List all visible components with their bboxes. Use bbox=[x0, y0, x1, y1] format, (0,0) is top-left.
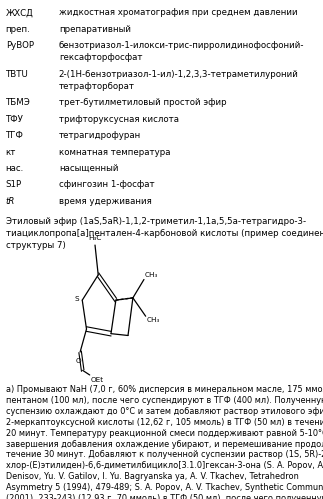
Text: нас.: нас. bbox=[5, 164, 24, 173]
Text: преп.: преп. bbox=[5, 24, 30, 33]
Text: хлор-(Е)этилиден)-6,6-диметилбицикло[3.1.0]гексан-3-она (S. A. Popov, A. Yu.: хлор-(Е)этилиден)-6,6-диметилбицикло[3.1… bbox=[5, 462, 323, 471]
Text: тиациклопропа[а]пентален-4-карбоновой кислоты (пример соединения: тиациклопропа[а]пентален-4-карбоновой ки… bbox=[5, 229, 323, 238]
Text: а) Промывают NaH (7,0 г, 60% дисперсия в минеральном масле, 175 ммоль): а) Промывают NaH (7,0 г, 60% дисперсия в… bbox=[5, 385, 323, 394]
Text: S: S bbox=[74, 296, 79, 302]
Text: Denisov, Yu. V. Gatilov, I. Yu. Bagryanska ya, A. V. Tkachev, Tetrahedron: Denisov, Yu. V. Gatilov, I. Yu. Bagryans… bbox=[5, 472, 298, 482]
Text: время удерживания: время удерживания bbox=[59, 197, 151, 206]
Text: (2001), 233-243) (12,93 г, 70 ммоль) в ТГФ (50 мл), после чего полученную: (2001), 233-243) (12,93 г, 70 ммоль) в Т… bbox=[5, 494, 323, 499]
Text: 2-меркаптоуксусной кислоты (12,62 г, 105 ммоль) в ТГФ (50 мл) в течение: 2-меркаптоуксусной кислоты (12,62 г, 105… bbox=[5, 418, 323, 427]
Text: 2-(1Н-бензотриазол-1-ил)-1,2,3,3-тетраметилуроний: 2-(1Н-бензотриазол-1-ил)-1,2,3,3-тетраме… bbox=[59, 70, 299, 79]
Text: ТГФ: ТГФ bbox=[5, 131, 24, 140]
Text: O: O bbox=[75, 358, 81, 364]
Text: препаративный: препаративный bbox=[59, 24, 131, 33]
Text: бензотриазол-1-илокси-трис-пирролидинофосфоний-: бензотриазол-1-илокси-трис-пирролидинофо… bbox=[59, 41, 304, 50]
Text: комнатная температура: комнатная температура bbox=[59, 148, 170, 157]
Text: завершения добавления охлаждение убирают, и перемешивание продолжают в: завершения добавления охлаждение убирают… bbox=[5, 440, 323, 449]
Text: tR: tR bbox=[5, 197, 15, 206]
Text: насыщенный: насыщенный bbox=[59, 164, 118, 173]
Text: трифторуксусная кислота: трифторуксусная кислота bbox=[59, 115, 179, 124]
Text: течение 30 минут. Добавляют к полученной суспензии раствор (1S, 5R)-2-(1-: течение 30 минут. Добавляют к полученной… bbox=[5, 451, 323, 460]
Text: трет-бутилметиловый простой эфир: трет-бутилметиловый простой эфир bbox=[59, 98, 226, 107]
Text: тетрафторборат: тетрафторборат bbox=[59, 82, 135, 91]
Text: H₃C: H₃C bbox=[88, 236, 102, 242]
Text: тетрагидрофуран: тетрагидрофуран bbox=[59, 131, 141, 140]
Text: пентаном (100 мл), после чего суспендируют в ТГФ (400 мл). Полученную: пентаном (100 мл), после чего суспендиру… bbox=[5, 396, 323, 405]
Text: OEt: OEt bbox=[91, 377, 104, 383]
Text: кт: кт bbox=[5, 148, 16, 157]
Text: Asymmetry 5 (1994), 479-489; S. A. Popov, A. V. Tkachev, Synthetic Commun. 31: Asymmetry 5 (1994), 479-489; S. A. Popov… bbox=[5, 483, 323, 492]
Text: гексафторфосфат: гексафторфосфат bbox=[59, 53, 142, 62]
Text: PyBOP: PyBOP bbox=[5, 41, 34, 50]
Text: ЖХСД: ЖХСД bbox=[5, 8, 33, 17]
Text: Этиловый эфир (1аS,5аR)-1,1,2-триметил-1,1а,5,5а-тетрагидро-3-: Этиловый эфир (1аS,5аR)-1,1,2-триметил-1… bbox=[5, 217, 306, 226]
Text: CH₃: CH₃ bbox=[147, 317, 160, 323]
Text: 20 минут. Температуру реакционной смеси поддерживают равной 5-10°С. После: 20 минут. Температуру реакционной смеси … bbox=[5, 429, 323, 438]
Text: структуры 7): структуры 7) bbox=[5, 242, 65, 250]
Text: суспензию охлаждают до 0°С и затем добавляют раствор этилового эфира: суспензию охлаждают до 0°С и затем добав… bbox=[5, 407, 323, 416]
Text: сфингозин 1-фосфат: сфингозин 1-фосфат bbox=[59, 180, 154, 189]
Text: S1P: S1P bbox=[5, 180, 22, 189]
Text: TBTU: TBTU bbox=[5, 70, 28, 79]
Text: ТФУ: ТФУ bbox=[5, 115, 24, 124]
Text: CH₃: CH₃ bbox=[145, 272, 158, 278]
Text: жидкостная хроматография при среднем давлении: жидкостная хроматография при среднем дав… bbox=[59, 8, 297, 17]
Text: ТБМЭ: ТБМЭ bbox=[5, 98, 30, 107]
